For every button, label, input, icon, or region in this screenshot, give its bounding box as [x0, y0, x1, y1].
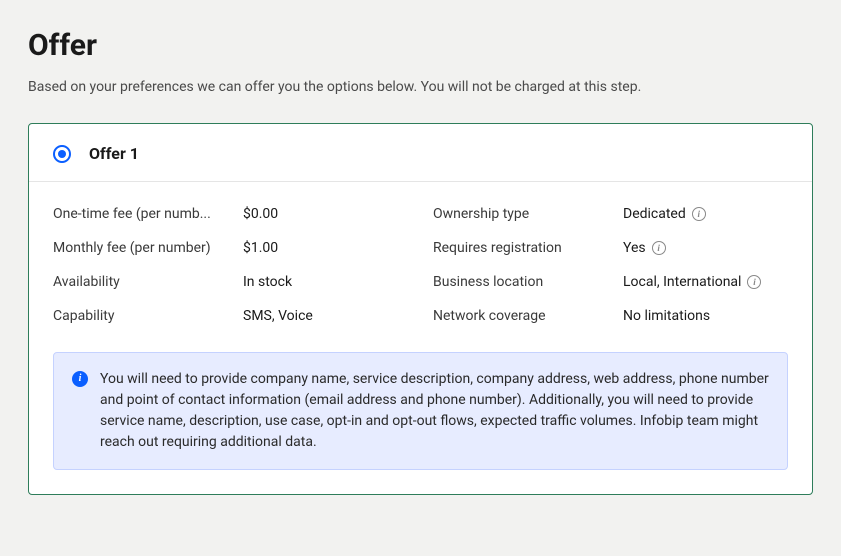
info-icon-glyph: i	[79, 374, 82, 384]
requires-registration-text: Yes	[623, 240, 646, 256]
offer-radio[interactable]	[53, 145, 71, 163]
availability-value: In stock	[243, 274, 433, 290]
ownership-type-value: Dedicated i	[623, 206, 788, 222]
business-location-value: Local, International i	[623, 274, 788, 290]
page-title: Offer	[28, 28, 813, 63]
info-banner-text: You will need to provide company name, s…	[100, 369, 769, 453]
offer-title: Offer 1	[89, 144, 139, 163]
monthly-fee-label: Monthly fee (per number)	[53, 240, 243, 256]
one-time-fee-label: One-time fee (per numb...	[53, 206, 243, 222]
ownership-type-text: Dedicated	[623, 206, 686, 222]
one-time-fee-value: $0.00	[243, 206, 433, 222]
info-icon[interactable]: i	[747, 275, 761, 289]
info-icon[interactable]: i	[692, 207, 706, 221]
offer-card: Offer 1 One-time fee (per numb... $0.00 …	[28, 123, 813, 495]
capability-value: SMS, Voice	[243, 308, 433, 324]
availability-text: In stock	[243, 274, 292, 290]
network-coverage-value: No limitations	[623, 308, 788, 324]
ownership-type-label: Ownership type	[433, 206, 623, 222]
capability-text: SMS, Voice	[243, 308, 313, 324]
monthly-fee-value: $1.00	[243, 240, 433, 256]
offer-body: One-time fee (per numb... $0.00 Ownershi…	[29, 182, 812, 494]
availability-label: Availability	[53, 274, 243, 290]
offer-details-grid: One-time fee (per numb... $0.00 Ownershi…	[53, 206, 788, 324]
business-location-label: Business location	[433, 274, 623, 290]
network-coverage-label: Network coverage	[433, 308, 623, 324]
requires-registration-label: Requires registration	[433, 240, 623, 256]
offer-header[interactable]: Offer 1	[29, 124, 812, 182]
business-location-text: Local, International	[623, 274, 741, 290]
monthly-fee-text: $1.00	[243, 240, 278, 256]
one-time-fee-text: $0.00	[243, 206, 278, 222]
network-coverage-text: No limitations	[623, 308, 710, 324]
info-icon[interactable]: i	[652, 241, 666, 255]
info-banner: i You will need to provide company name,…	[53, 352, 788, 470]
info-banner-icon: i	[72, 371, 88, 387]
capability-label: Capability	[53, 308, 243, 324]
page-subtitle: Based on your preferences we can offer y…	[28, 79, 813, 95]
offer-radio-selected	[58, 150, 66, 158]
requires-registration-value: Yes i	[623, 240, 788, 256]
